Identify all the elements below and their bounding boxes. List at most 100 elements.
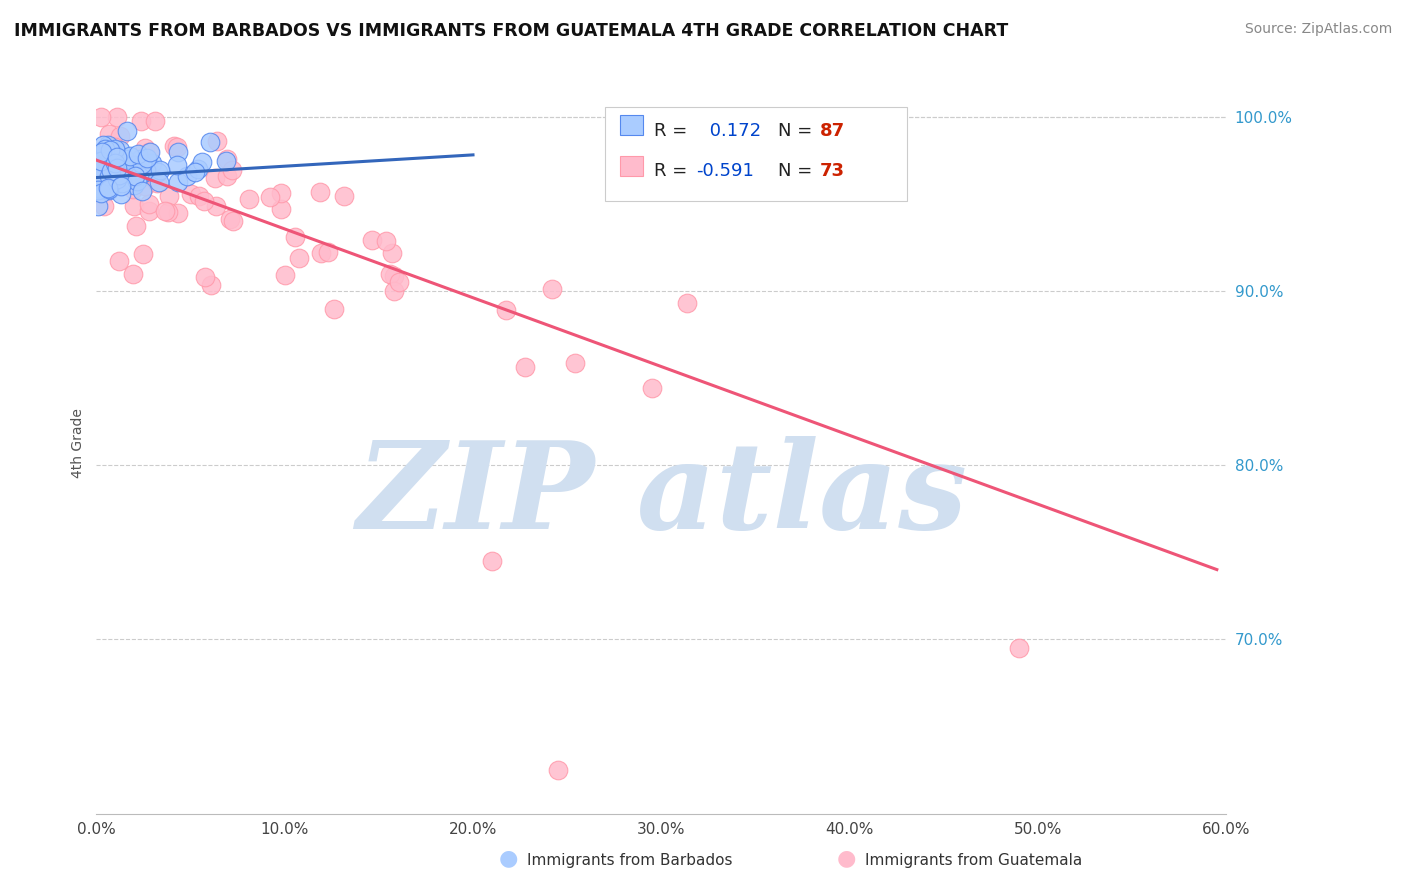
Point [134,179,156,194]
Point [90,182,112,196]
Point [87,167,110,181]
Point [146,176,169,190]
Y-axis label: 4th Grade: 4th Grade [72,409,86,478]
Point [238,192,260,206]
Point [131,184,153,198]
Point [128,169,150,183]
Point [104,178,127,193]
Point [87,183,110,197]
Point [97,137,120,152]
Point [288,251,311,265]
Point [204,171,226,186]
Point [105,156,128,170]
Point [129,152,152,166]
Point [105,148,128,162]
Point [90,186,112,201]
Point [284,230,307,244]
Point [153,204,176,219]
Point [115,124,138,138]
Point [134,141,156,155]
Text: N =: N = [778,122,817,140]
Point [259,189,281,203]
Point [274,268,297,283]
Point [139,170,162,185]
Point [105,151,128,165]
Point [125,174,148,188]
Point [108,156,131,170]
Point [93,178,115,192]
Point [641,381,664,395]
Point [132,166,155,180]
Point [495,303,517,318]
Point [101,145,124,160]
Point [166,145,188,160]
Point [221,162,243,177]
Point [176,169,198,184]
Point [481,554,503,568]
Point [135,163,157,178]
Point [104,139,127,153]
Point [323,302,346,317]
Point [215,154,238,169]
Point [107,159,129,173]
Point [361,234,384,248]
Point [105,155,128,169]
Point [110,168,132,182]
Point [101,148,124,162]
Text: Immigrants from Guatemala: Immigrants from Guatemala [865,853,1083,868]
Point [97,169,120,183]
Point [100,164,122,178]
Point [91,145,114,159]
Point [100,154,122,169]
Text: IMMIGRANTS FROM BARBADOS VS IMMIGRANTS FROM GUATEMALA 4TH GRADE CORRELATION CHAR: IMMIGRANTS FROM BARBADOS VS IMMIGRANTS F… [14,22,1008,40]
Point [110,176,132,190]
Text: N =: N = [778,162,817,180]
Point [98,183,121,197]
Point [111,153,134,168]
Text: ●: ● [837,848,856,868]
Point [135,151,157,165]
Text: 87: 87 [820,122,845,140]
Point [166,158,188,172]
Text: 0.172: 0.172 [704,122,762,140]
Point [188,188,211,202]
Point [104,149,127,163]
Point [124,169,146,183]
Point [103,155,125,169]
Point [104,166,127,180]
Point [93,175,115,189]
Point [93,158,115,172]
Point [564,356,586,370]
Point [96,158,118,172]
Point [194,270,217,285]
Point [149,163,172,178]
Point [90,110,112,124]
Point [139,145,162,160]
Point [332,188,354,202]
Point [163,139,186,153]
Point [183,165,205,179]
Point [122,182,145,196]
Point [138,204,160,219]
Point [136,155,159,169]
Point [120,148,142,162]
Point [98,165,121,179]
Point [108,158,131,172]
Point [93,199,115,213]
Point [180,187,202,202]
Point [93,153,115,168]
Point [316,244,339,259]
Point [105,161,128,176]
Point [91,138,114,153]
Point [215,169,238,184]
Point [138,145,160,160]
Text: ●: ● [499,848,519,868]
Text: Immigrants from Barbados: Immigrants from Barbados [527,853,733,868]
Point [108,168,131,182]
Point [107,169,129,184]
Point [311,246,333,260]
Point [141,156,163,170]
Point [122,178,145,192]
Point [547,763,569,777]
Point [388,275,411,289]
